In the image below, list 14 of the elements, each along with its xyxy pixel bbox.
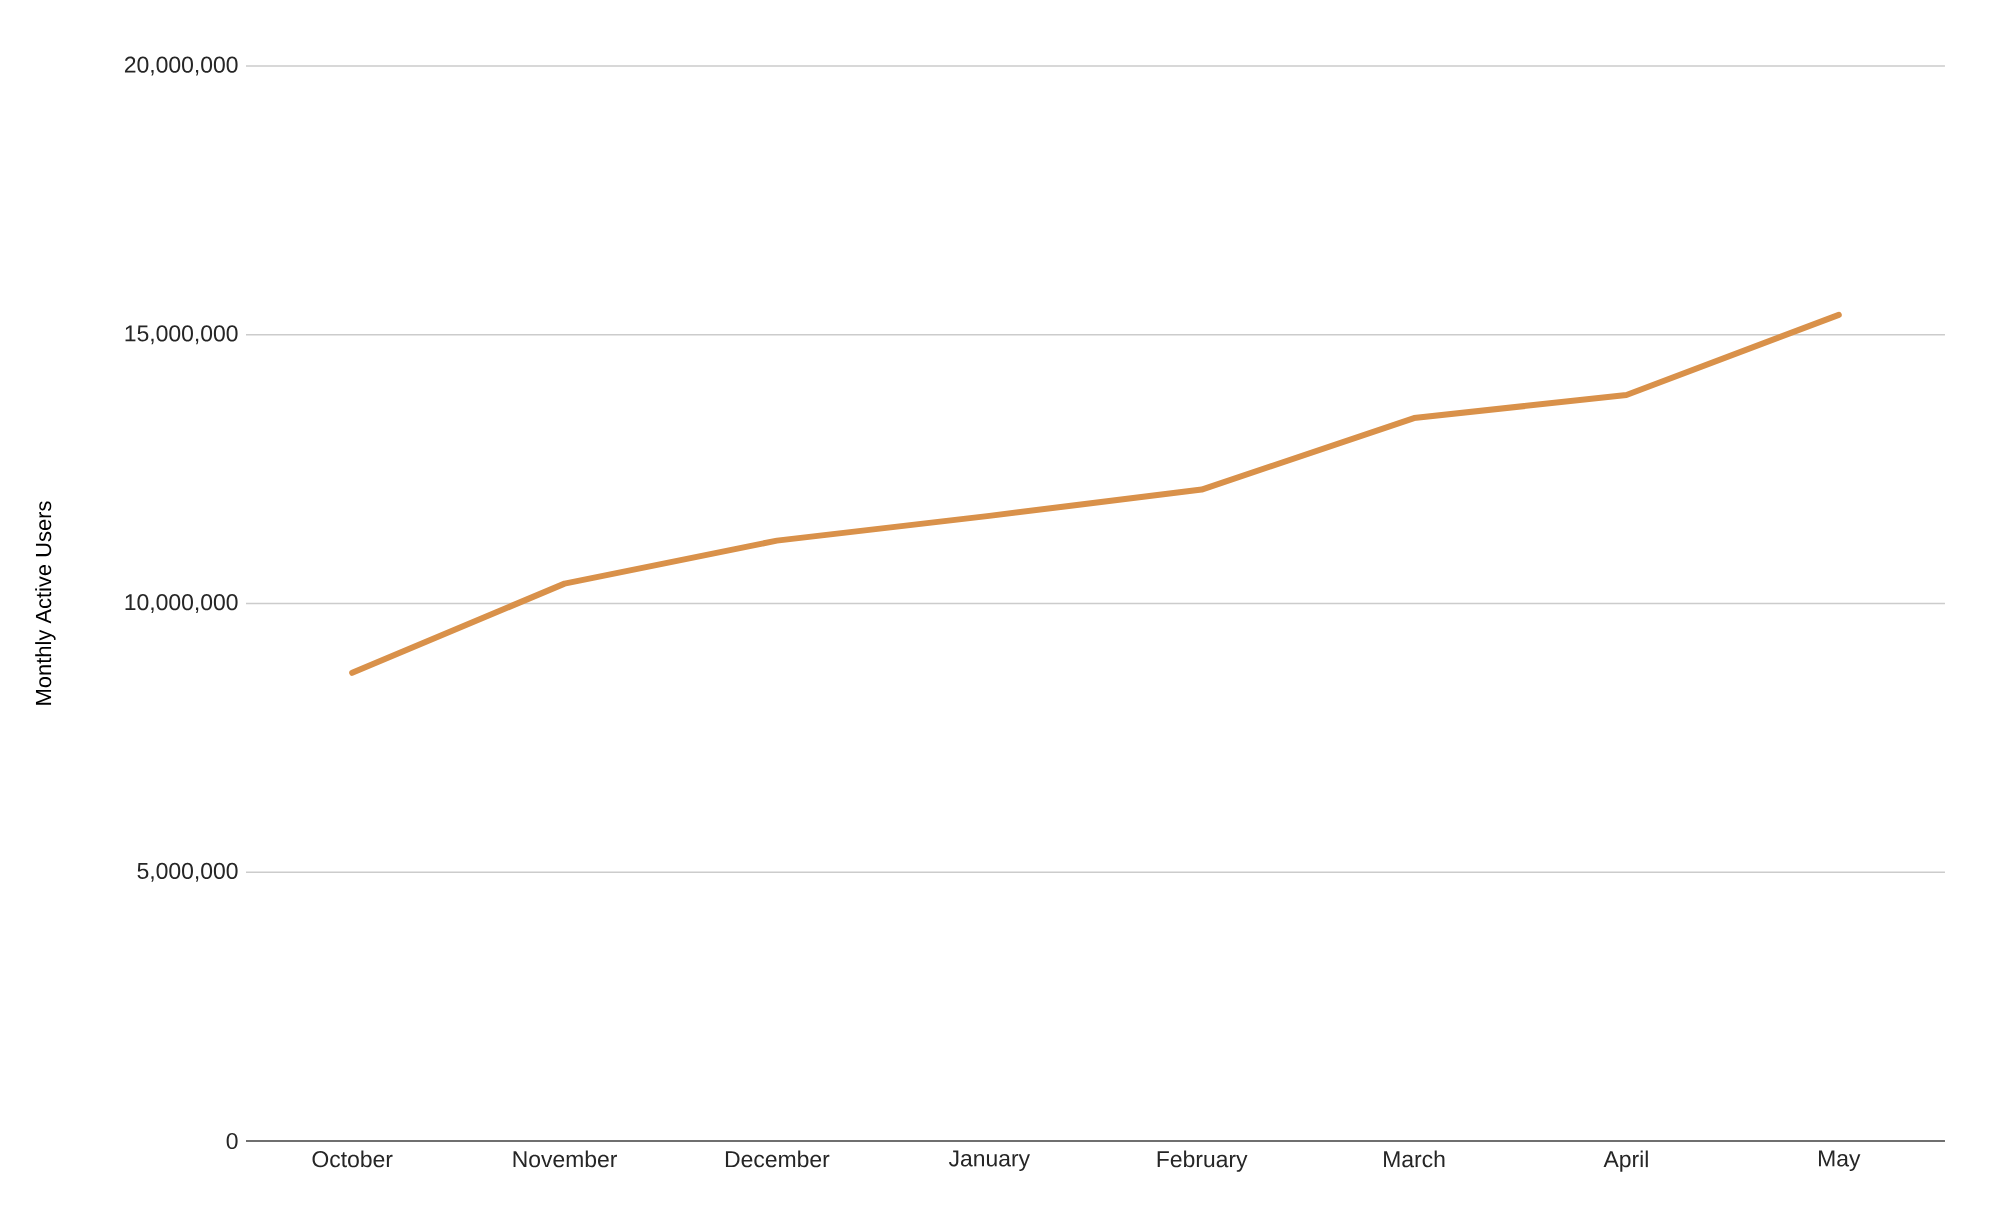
y-tick-label: 20,000,000: [124, 56, 238, 76]
x-tick-label: March: [1384, 1150, 1445, 1168]
x-tick-label: April: [1603, 1150, 1648, 1172]
x-tick-label: November: [513, 1150, 618, 1168]
y-tick-label: 15,000,000: [125, 325, 238, 345]
x-tick-label: February: [1157, 1150, 1248, 1172]
y-axis-title: Monthly Active Users: [35, 501, 56, 705]
x-tick-label: January: [948, 1150, 1031, 1172]
x-tick-label: May: [1819, 1150, 1861, 1172]
y-tick-label: 5,000,000: [137, 862, 238, 882]
x-tick-label: December: [725, 1150, 830, 1168]
y-tick-label: 10,000,000: [125, 594, 238, 613]
y-tick-label: 0: [226, 1132, 238, 1150]
x-tick-label: October: [312, 1150, 393, 1168]
